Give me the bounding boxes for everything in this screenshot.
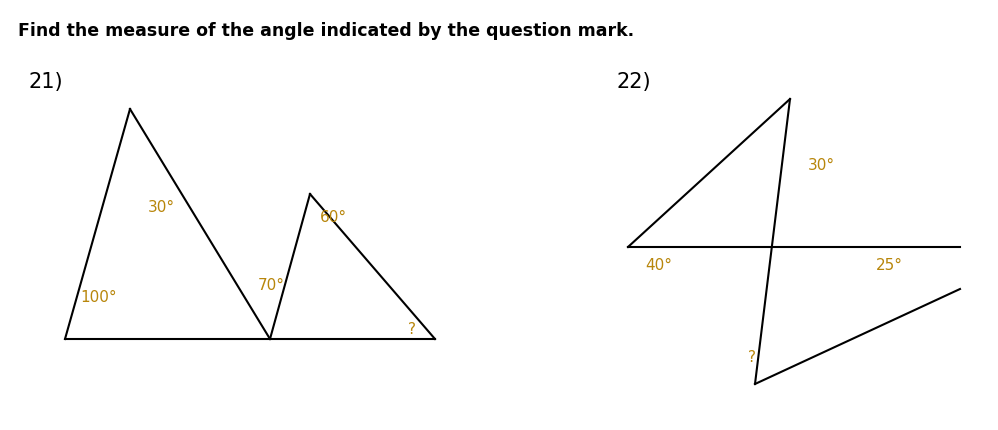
Text: 25°: 25° xyxy=(876,258,903,272)
Text: 30°: 30° xyxy=(808,158,835,172)
Text: 60°: 60° xyxy=(320,209,347,224)
Text: ?: ? xyxy=(748,349,756,364)
Text: Find the measure of the angle indicated by the question mark.: Find the measure of the angle indicated … xyxy=(18,22,634,40)
Text: 21): 21) xyxy=(28,72,63,92)
Text: ?: ? xyxy=(408,321,416,336)
Text: 100°: 100° xyxy=(80,289,117,304)
Text: 70°: 70° xyxy=(258,277,285,292)
Text: 30°: 30° xyxy=(148,200,175,215)
Text: 40°: 40° xyxy=(645,258,672,272)
Text: 22): 22) xyxy=(617,72,652,92)
